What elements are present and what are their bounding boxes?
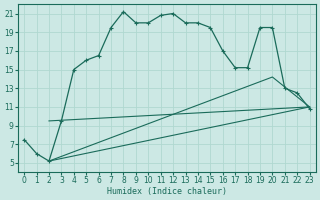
X-axis label: Humidex (Indice chaleur): Humidex (Indice chaleur) [107, 187, 227, 196]
